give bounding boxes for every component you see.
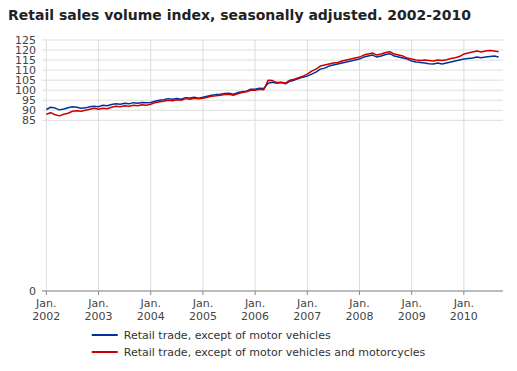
- x-tick-label: Jan.2004: [137, 297, 165, 323]
- x-grid-line: [46, 40, 47, 291]
- x-grid-line: [202, 40, 203, 291]
- x-grid-line: [307, 40, 308, 291]
- x-grid-line: [359, 40, 360, 291]
- x-tick-label-line: 2005: [189, 310, 217, 323]
- grid: [42, 40, 503, 291]
- x-tick: [463, 291, 464, 295]
- plot-area: [46, 50, 498, 115]
- y-grid-line: [42, 50, 503, 51]
- x-tick-label: Jan.2009: [398, 297, 426, 323]
- x-grid-line: [150, 40, 151, 291]
- x-tick-label: Jan.2007: [293, 297, 321, 323]
- series-line: [46, 50, 498, 115]
- x-tick-label-line: Jan.: [244, 297, 265, 310]
- x-tick-label-line: Jan.: [35, 297, 56, 310]
- legend-swatch: [92, 351, 118, 353]
- x-tick: [46, 291, 47, 295]
- series-line: [46, 54, 498, 110]
- x-tick: [150, 291, 151, 295]
- x-tick-label-line: 2009: [398, 310, 426, 323]
- y-grid-line: [42, 291, 503, 292]
- x-tick-label-line: 2003: [85, 310, 113, 323]
- x-tick-label-line: Jan.: [348, 297, 369, 310]
- x-tick-label: Jan.2008: [345, 297, 373, 323]
- x-tick: [255, 291, 256, 295]
- y-grid-line: [42, 90, 503, 91]
- chart: Retail sales volume index, seasonally ad…: [0, 0, 517, 371]
- title: Retail sales volume index, seasonally ad…: [8, 7, 471, 23]
- x-grid-line: [463, 40, 464, 291]
- legend-swatch: [92, 334, 118, 336]
- x-grid-line: [98, 40, 99, 291]
- y-grid-line: [42, 110, 503, 111]
- legend-label: Retail trade, except of motor vehicles: [124, 329, 331, 342]
- x-tick-label-line: 2008: [345, 310, 373, 323]
- y-grid-line: [42, 120, 503, 121]
- x-tick-label: Jan.2002: [32, 297, 60, 323]
- x-tick: [202, 291, 203, 295]
- x-tick-label-line: 2004: [137, 310, 165, 323]
- x-tick-label-line: 2002: [32, 310, 60, 323]
- legend-label: Retail trade, except of motor vehicles a…: [124, 346, 426, 359]
- x-tick-label: Jan.2006: [241, 297, 269, 323]
- x-tick: [411, 291, 412, 295]
- x-tick-label-line: 2006: [241, 310, 269, 323]
- x-tick: [307, 291, 308, 295]
- x-tick-label: Jan.2010: [450, 297, 478, 323]
- x-axis-line: [42, 291, 503, 292]
- x-tick-label-line: Jan.: [296, 297, 317, 310]
- x-tick-label-line: Jan.: [400, 297, 421, 310]
- y-grid-line: [42, 70, 503, 71]
- x-grid-line: [411, 40, 412, 291]
- legend: Retail trade, except of motor vehicles Re…: [92, 329, 426, 359]
- x-tick-label: Jan.2005: [189, 297, 217, 323]
- y-grid-line: [42, 40, 503, 41]
- x-grid-line: [255, 40, 256, 291]
- x-tick: [98, 291, 99, 295]
- x-tick-label-line: 2007: [293, 310, 321, 323]
- x-tick-label-line: Jan.: [192, 297, 213, 310]
- y-grid-line: [42, 100, 503, 101]
- y-tick-label: 125: [15, 34, 36, 47]
- x-tick-label-line: Jan.: [453, 297, 474, 310]
- x-tick-label: Jan.2003: [85, 297, 113, 323]
- x-tick-label-line: Jan.: [87, 297, 108, 310]
- y-tick-label: 0: [29, 285, 36, 298]
- x-tick-label-line: 2010: [450, 310, 478, 323]
- x-tick: [359, 291, 360, 295]
- x-tick-label-line: Jan.: [139, 297, 160, 310]
